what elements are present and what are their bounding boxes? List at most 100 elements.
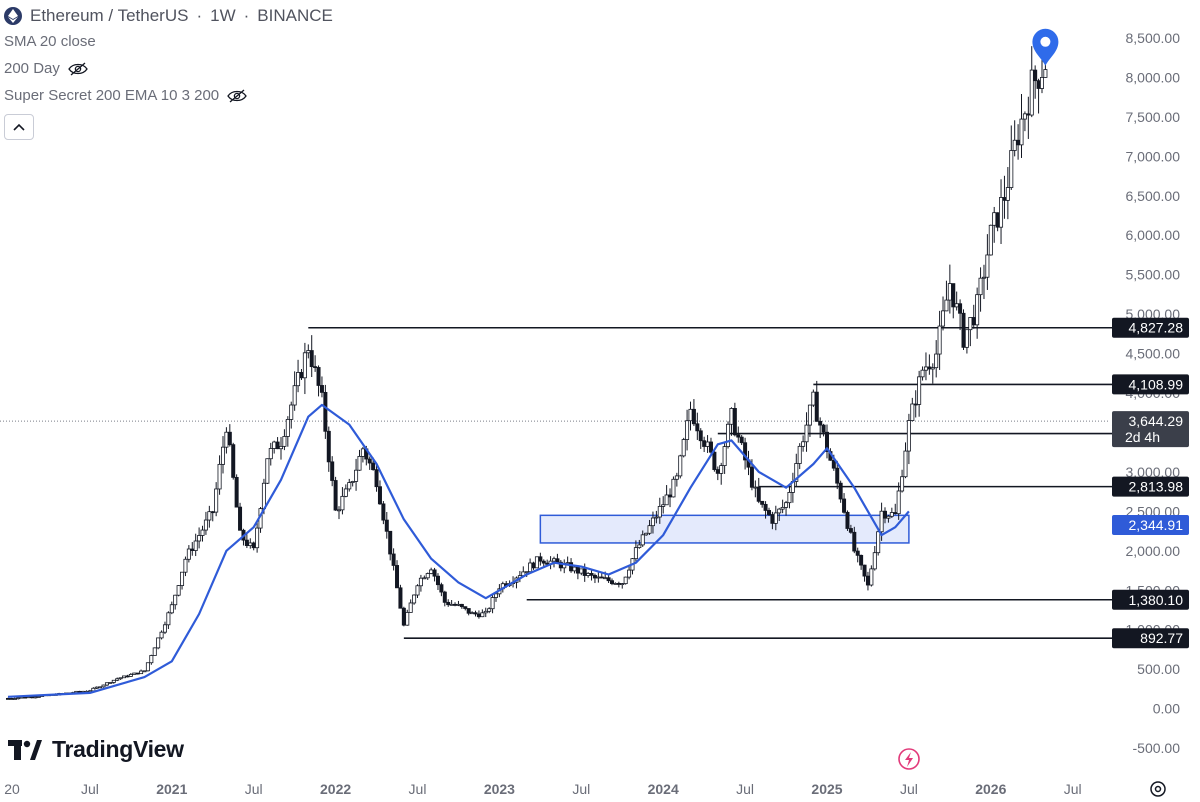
candle-body <box>104 682 109 686</box>
candle-body <box>650 517 655 527</box>
candle-body <box>695 423 700 432</box>
candle-body <box>668 494 673 498</box>
indicator-super-secret[interactable]: Super Secret 200 EMA 10 3 200 <box>4 82 333 109</box>
candle-body <box>231 444 236 478</box>
candle-body <box>6 697 11 700</box>
candle-body <box>681 439 686 457</box>
candle-body <box>797 445 802 464</box>
candle-body <box>610 580 615 585</box>
candle-body <box>780 506 785 510</box>
eye-off-icon[interactable] <box>68 62 88 76</box>
candle-body <box>975 294 980 326</box>
candle-body <box>487 608 492 612</box>
candle-body <box>766 510 771 515</box>
candle-body <box>313 366 318 369</box>
candle-body <box>811 391 816 406</box>
candle-body <box>388 530 393 555</box>
candle-body <box>125 675 130 678</box>
candle-body <box>285 419 290 437</box>
candle-body <box>466 608 471 614</box>
candle-body <box>633 547 638 560</box>
price-tag-label: 4,108.99 <box>1129 376 1184 392</box>
x-tick-label: Jul <box>900 781 918 797</box>
x-tick-label: 2021 <box>156 781 187 797</box>
price-tag-box <box>1112 374 1189 395</box>
candle-body <box>108 682 113 684</box>
candle-body <box>592 574 597 579</box>
candle-body <box>173 594 178 606</box>
candle-body <box>719 465 724 474</box>
candles <box>6 46 1048 700</box>
candle-body <box>1019 118 1024 146</box>
candle-body <box>214 488 219 513</box>
candle-body <box>623 576 628 585</box>
candle-body <box>992 212 997 226</box>
candle-body <box>156 637 161 649</box>
candle-body <box>429 569 434 574</box>
candle-body <box>456 603 461 606</box>
candle-body <box>627 569 632 578</box>
candle-body <box>964 329 969 348</box>
candle-body <box>210 511 215 514</box>
price-tag-box <box>1112 476 1189 497</box>
tradingview-logo[interactable]: TradingView <box>8 736 184 763</box>
y-tick-label: 8,500.00 <box>1126 30 1181 46</box>
candle-body <box>23 696 28 699</box>
candle-body <box>299 372 304 379</box>
candle-body <box>350 481 355 483</box>
candle-body <box>838 482 843 500</box>
location-pin-icon <box>1032 28 1059 66</box>
candle-body <box>954 303 959 308</box>
candle-body <box>302 352 307 379</box>
candle-body <box>831 459 836 469</box>
candle-body <box>644 532 649 536</box>
collapse-legend-button[interactable] <box>4 114 34 140</box>
candle-body <box>1043 69 1048 78</box>
eye-off-icon[interactable] <box>227 89 247 103</box>
candle-body <box>674 475 679 480</box>
tradingview-logo-icon <box>8 739 42 760</box>
candle-body <box>316 367 321 386</box>
chart-legend: Ethereum / TetherUS · 1W · BINANCE SMA 2… <box>4 4 333 109</box>
candle-body <box>220 446 225 465</box>
x-tick-label: Jul <box>245 781 263 797</box>
candle-body <box>732 408 737 436</box>
chevron-up-icon <box>13 123 25 131</box>
candle-body <box>275 441 280 450</box>
indicator-sma[interactable]: SMA 20 close <box>4 28 333 55</box>
candle-body <box>722 446 727 466</box>
candle-body <box>671 478 676 498</box>
price-tag-countdown: 2d 4h <box>1125 429 1160 445</box>
candle-body <box>876 531 881 554</box>
candle-body <box>139 670 144 675</box>
candle-body <box>971 317 976 326</box>
candle-body <box>995 212 1000 228</box>
separator: · <box>196 6 203 25</box>
candle-body <box>442 591 447 603</box>
x-tick-label: Jul <box>572 781 590 797</box>
candle-body <box>620 583 625 586</box>
candle-body <box>787 492 792 504</box>
candle-body <box>337 509 342 512</box>
candle-body <box>606 577 611 582</box>
location-marker <box>1032 28 1059 66</box>
candle-body <box>234 476 239 508</box>
symbol-row[interactable]: Ethereum / TetherUS · 1W · BINANCE <box>4 4 333 28</box>
candle-body <box>760 500 765 505</box>
candle-body <box>941 310 946 327</box>
candle-body <box>1005 187 1010 201</box>
candle-body <box>572 566 577 572</box>
candle-body <box>920 369 925 378</box>
candle-body <box>159 631 164 639</box>
price-tag-box <box>1112 411 1189 448</box>
x-tick-label: 2026 <box>975 781 1006 797</box>
candle-body <box>149 655 154 664</box>
indicator-200-day[interactable]: 200 Day <box>4 55 333 82</box>
price-tag-box <box>1112 317 1189 338</box>
price-tag-label: 3,644.29 <box>1129 413 1184 429</box>
candle-body <box>412 594 417 604</box>
candle-body <box>654 516 659 519</box>
candle-body <box>917 376 922 405</box>
price-tag-box <box>1112 514 1189 535</box>
